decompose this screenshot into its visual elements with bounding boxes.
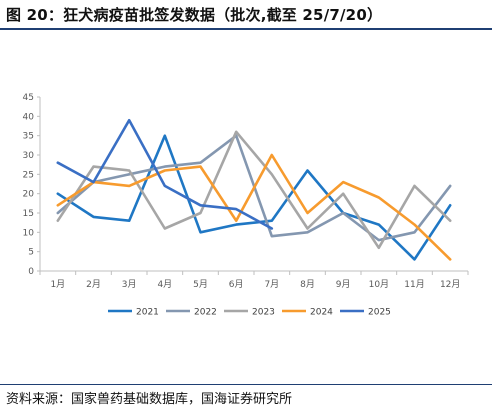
y-tick-label: 0 [28,267,34,277]
x-tick-label: 10月 [369,279,389,290]
y-tick-label: 15 [23,209,34,219]
figure-title: 图 20：狂犬病疫苗批签发数据（批次,截至 25/7/20） [6,6,383,24]
y-tick-label: 25 [23,170,34,180]
legend-label-2021: 2021 [136,308,159,318]
x-tick-label: 6月 [229,279,244,290]
x-tick-label: 12月 [440,279,460,290]
x-tick-label: 11月 [404,279,424,290]
legend-label-2022: 2022 [194,308,217,318]
y-tick-label: 20 [23,190,35,200]
y-tick-label: 30 [23,151,35,161]
source-note: 资料来源：国家兽药基础数据库，国海证券研究所 [6,392,293,407]
x-tick-label: 7月 [264,279,279,290]
source-rule [0,384,492,385]
x-tick-label: 2月 [86,279,101,290]
y-tick-label: 10 [23,228,35,238]
legend-label-2025: 2025 [368,308,391,318]
x-tick-label: 8月 [300,279,315,290]
legend-label-2023: 2023 [252,308,275,318]
legend-label-2024: 2024 [310,308,333,318]
title-rule [0,28,492,30]
x-tick-label: 3月 [122,279,137,290]
x-tick-label: 1月 [50,279,65,290]
x-tick-label: 4月 [157,279,172,290]
y-tick-label: 45 [23,93,34,103]
x-tick-label: 5月 [193,279,208,290]
y-tick-label: 35 [23,132,34,142]
series-line-2023 [56,130,452,250]
series-line-2021 [56,134,452,261]
y-tick-label: 5 [28,248,34,258]
y-tick-label: 40 [23,112,35,122]
x-tick-label: 9月 [336,279,351,290]
series-line-2025 [56,118,274,230]
series-line-2024 [56,153,452,261]
